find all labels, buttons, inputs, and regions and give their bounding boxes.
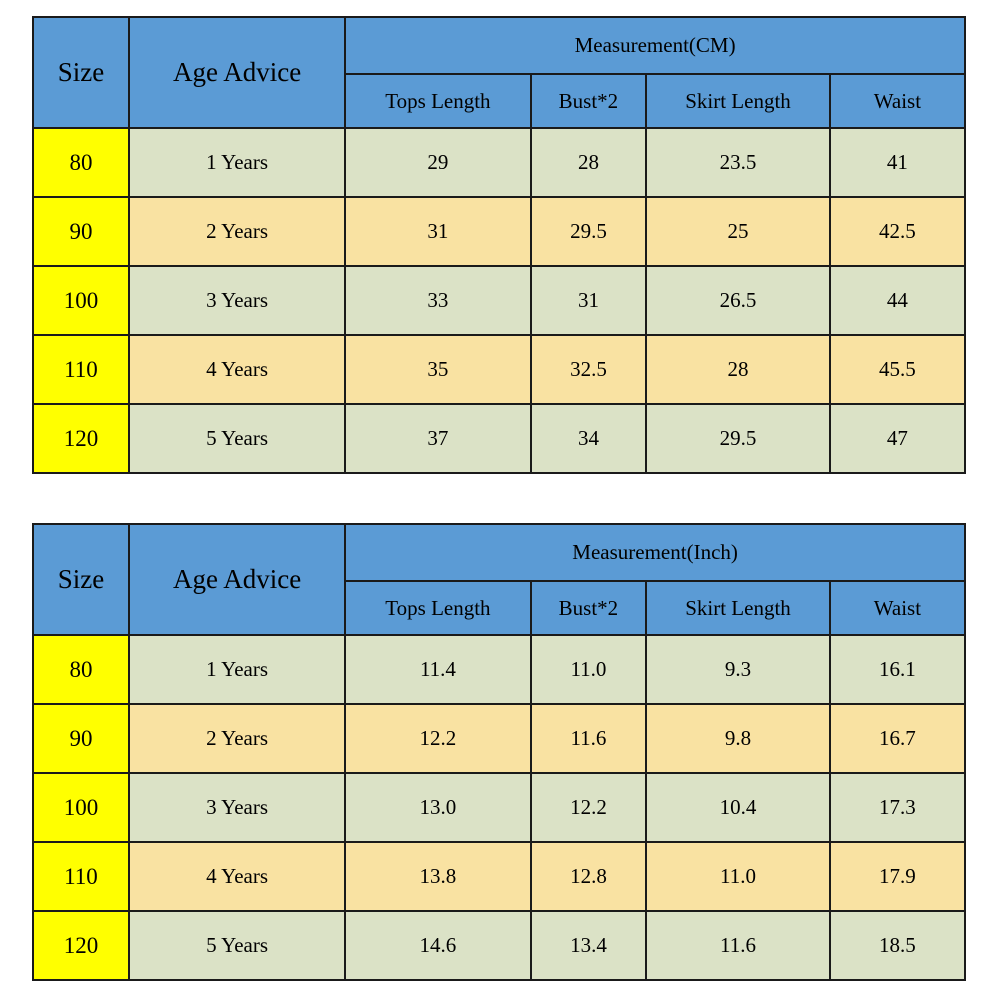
measurement-value: 28	[529, 127, 648, 198]
measurement-value: 26.5	[645, 265, 831, 336]
table-row: 100 3 Years 33 31 26.5 44	[32, 265, 967, 336]
measurement-value: 28	[645, 334, 831, 405]
measurement-value: 23.5	[645, 127, 831, 198]
header-row-sub: Tops Length Bust*2 Skirt Length Waist	[33, 73, 967, 129]
table-row: 80 1 Years 11.4 11.0 9.3 16.1	[32, 634, 967, 705]
size-value: 120	[32, 403, 130, 474]
measurement-value: 12.2	[529, 772, 648, 843]
age-advice-column-header: Age Advice	[127, 16, 347, 129]
measurement-value: 12.8	[529, 841, 648, 912]
age-value: 4 Years	[127, 841, 347, 912]
measurement-column-header: Skirt Length	[645, 73, 831, 129]
size-value: 100	[32, 265, 130, 336]
age-value: 5 Years	[127, 403, 347, 474]
measurement-value: 11.0	[529, 634, 648, 705]
table-row: 90 2 Years 31 29.5 25 42.5	[32, 196, 967, 267]
age-advice-column-header: Age Advice	[127, 523, 347, 636]
measurement-value: 45.5	[828, 334, 967, 405]
header-row-main: Size Age Advice Measurement(Inch)	[32, 523, 966, 636]
size-value: 110	[32, 334, 130, 405]
measurement-value: 10.4	[645, 772, 831, 843]
measurement-value: 13.0	[344, 772, 532, 843]
age-value: 1 Years	[127, 127, 347, 198]
measurement-value: 37	[344, 403, 532, 474]
table-row: 100 3 Years 13.0 12.2 10.4 17.3	[32, 772, 967, 843]
measurement-value: 41	[828, 127, 967, 198]
measurement-value: 31	[529, 265, 648, 336]
age-value: 2 Years	[127, 196, 347, 267]
size-value: 110	[32, 841, 130, 912]
table-row: 90 2 Years 12.2 11.6 9.8 16.7	[32, 703, 967, 774]
measurement-inch-header: Measurement(Inch)	[344, 523, 966, 582]
table-body-cm: 80 1 Years 29 28 23.5 41 90 2 Years 31 29.5 25 42.5…	[32, 127, 967, 474]
measurement-value: 13.4	[529, 910, 648, 981]
table-row: 120 5 Years 14.6 13.4 11.6 18.5	[32, 910, 967, 981]
measurement-value: 25	[645, 196, 831, 267]
size-value: 100	[32, 772, 130, 843]
measurement-value: 12.2	[344, 703, 532, 774]
measurement-value: 11.4	[344, 634, 532, 705]
measurement-column-header: Waist	[828, 580, 967, 636]
measurement-value: 42.5	[828, 196, 967, 267]
age-value: 2 Years	[127, 703, 347, 774]
measurement-value: 44	[828, 265, 967, 336]
measurement-column-header: Tops Length	[344, 73, 532, 129]
measurement-value: 34	[529, 403, 648, 474]
measurement-value: 11.0	[645, 841, 831, 912]
size-value: 90	[32, 196, 130, 267]
size-value: 80	[32, 634, 130, 705]
table-body-inch: 80 1 Years 11.4 11.0 9.3 16.1 90 2 Years 12.2 11.…	[32, 634, 967, 981]
measurement-value: 29	[344, 127, 532, 198]
measurement-value: 33	[344, 265, 532, 336]
size-column-header: Size	[32, 523, 130, 636]
measurement-value: 11.6	[645, 910, 831, 981]
header-row-sub: Tops Length Bust*2 Skirt Length Waist	[33, 580, 967, 636]
measurement-value: 17.9	[828, 841, 967, 912]
measurement-value: 47	[828, 403, 967, 474]
table-row: 110 4 Years 35 32.5 28 45.5	[32, 334, 967, 405]
measurement-value: 32.5	[529, 334, 648, 405]
measurement-value: 35	[344, 334, 532, 405]
measurement-value: 9.8	[645, 703, 831, 774]
size-value: 120	[32, 910, 130, 981]
size-value: 90	[32, 703, 130, 774]
measurement-cm-header: Measurement(CM)	[344, 16, 966, 75]
measurement-column-header: Bust*2	[529, 580, 648, 636]
measurement-value: 9.3	[645, 634, 831, 705]
measurement-value: 29.5	[645, 403, 831, 474]
age-value: 3 Years	[127, 265, 347, 336]
table-row: 80 1 Years 29 28 23.5 41	[32, 127, 967, 198]
age-value: 3 Years	[127, 772, 347, 843]
measurement-value: 31	[344, 196, 532, 267]
measurement-value: 13.8	[344, 841, 532, 912]
measurement-column-header: Waist	[828, 73, 967, 129]
age-value: 5 Years	[127, 910, 347, 981]
measurement-column-header: Bust*2	[529, 73, 648, 129]
size-table-cm: Size Age Advice Measurement(CM) Tops Len…	[32, 16, 967, 474]
measurement-column-header: Tops Length	[344, 580, 532, 636]
table-row: 110 4 Years 13.8 12.8 11.0 17.9	[32, 841, 967, 912]
size-table-inch: Size Age Advice Measurement(Inch) Tops L…	[32, 523, 967, 981]
age-value: 4 Years	[127, 334, 347, 405]
measurement-column-header: Skirt Length	[645, 580, 831, 636]
measurement-value: 16.7	[828, 703, 967, 774]
header-row-main: Size Age Advice Measurement(CM)	[32, 16, 966, 129]
measurement-value: 29.5	[529, 196, 648, 267]
measurement-value: 11.6	[529, 703, 648, 774]
size-value: 80	[32, 127, 130, 198]
age-value: 1 Years	[127, 634, 347, 705]
measurement-value: 14.6	[344, 910, 532, 981]
measurement-value: 17.3	[828, 772, 967, 843]
measurement-value: 18.5	[828, 910, 967, 981]
measurement-value: 16.1	[828, 634, 967, 705]
size-column-header: Size	[32, 16, 130, 129]
table-row: 120 5 Years 37 34 29.5 47	[32, 403, 967, 474]
